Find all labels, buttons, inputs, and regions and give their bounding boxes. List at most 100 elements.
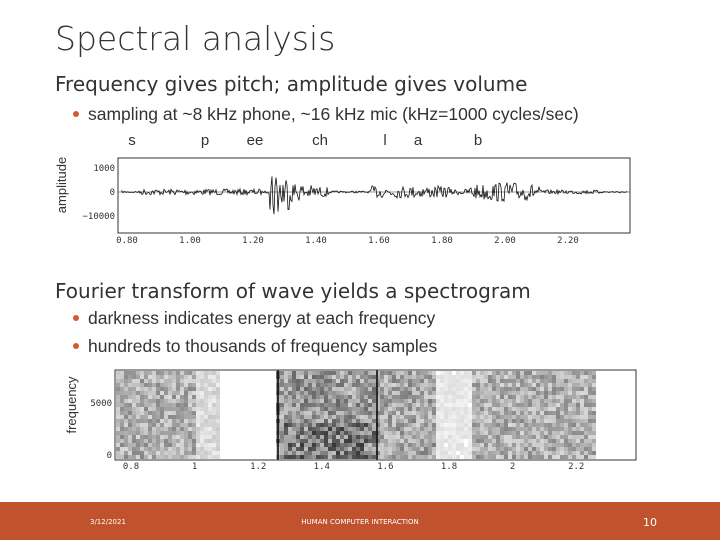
spectrogram-cell bbox=[436, 391, 440, 395]
spectrogram-cell bbox=[328, 415, 332, 419]
spectrogram-cell bbox=[128, 383, 132, 387]
spectrogram-cell bbox=[584, 439, 588, 443]
spectrogram-cell bbox=[180, 403, 184, 407]
spectrogram-cell bbox=[308, 415, 312, 419]
spectrogram-cell bbox=[140, 411, 144, 415]
spectrogram-cell bbox=[364, 455, 368, 459]
spectrogram-cell bbox=[584, 379, 588, 383]
spectrogram-cell bbox=[124, 403, 128, 407]
spectrogram-cell bbox=[404, 403, 408, 407]
spectrogram-cell bbox=[440, 403, 444, 407]
spectrogram-cell bbox=[392, 407, 396, 411]
spectrogram-cell bbox=[304, 447, 308, 451]
spectrogram-cell bbox=[288, 427, 292, 431]
spectrogram-cell bbox=[368, 391, 372, 395]
spectrogram-cell bbox=[432, 407, 436, 411]
spectrogram-cell bbox=[136, 435, 140, 439]
spectrogram-cell bbox=[580, 427, 584, 431]
spectrogram-cell bbox=[548, 451, 552, 455]
spectrogram-cell bbox=[432, 395, 436, 399]
spectrogram-cell bbox=[472, 375, 476, 379]
spectrogram-cell bbox=[452, 427, 456, 431]
spectrogram-cell bbox=[544, 383, 548, 387]
spectrogram-cell bbox=[428, 411, 432, 415]
spectrogram-cell bbox=[144, 455, 148, 459]
spectrogram-cell bbox=[324, 395, 328, 399]
spectrogram-cell bbox=[496, 423, 500, 427]
spectrogram-cell bbox=[436, 383, 440, 387]
spectrogram-cell bbox=[284, 423, 288, 427]
spectrogram-cell bbox=[448, 395, 452, 399]
phoneme-label: l bbox=[383, 132, 386, 149]
spectrogram-cell bbox=[336, 415, 340, 419]
spectrogram-cell bbox=[212, 427, 216, 431]
spectrogram-cell bbox=[468, 455, 472, 459]
spectrogram-cell bbox=[288, 387, 292, 391]
spectrogram-cell bbox=[324, 407, 328, 411]
spectrogram-cell bbox=[404, 439, 408, 443]
x-tick-label: 1.8 bbox=[441, 462, 457, 472]
spectrogram-cell bbox=[524, 399, 528, 403]
spectrogram-cell bbox=[468, 431, 472, 435]
spectrogram-cell bbox=[584, 387, 588, 391]
spectrogram-cell bbox=[460, 371, 464, 375]
spectrogram-cell bbox=[504, 407, 508, 411]
spectrogram-cell bbox=[172, 383, 176, 387]
spectrogram-cell bbox=[500, 419, 504, 423]
spectrogram-cell bbox=[164, 447, 168, 451]
spectrogram-cell bbox=[572, 379, 576, 383]
y-axis-label: amplitude bbox=[54, 157, 69, 213]
spectrogram-cell bbox=[540, 407, 544, 411]
spectrogram-cell bbox=[576, 415, 580, 419]
spectrogram-cell bbox=[576, 427, 580, 431]
spectrogram-cell bbox=[280, 399, 284, 403]
spectrogram-cell bbox=[556, 415, 560, 419]
spectrogram-cell bbox=[468, 451, 472, 455]
spectrogram-cell bbox=[412, 399, 416, 403]
spectrogram-cell bbox=[416, 375, 420, 379]
spectrogram-cell bbox=[548, 455, 552, 459]
spectrogram-cell bbox=[372, 391, 376, 395]
spectrogram-cell bbox=[496, 427, 500, 431]
spectrogram-cell bbox=[332, 379, 336, 383]
spectrogram-cell bbox=[532, 427, 536, 431]
spectrogram-cell bbox=[564, 407, 568, 411]
spectrogram-cell bbox=[128, 387, 132, 391]
spectrogram-cell bbox=[400, 379, 404, 383]
spectrogram-cell bbox=[124, 439, 128, 443]
spectrogram-cell bbox=[452, 447, 456, 451]
spectrogram-cell bbox=[344, 423, 348, 427]
spectrogram-cell bbox=[544, 375, 548, 379]
spectrogram-cell bbox=[124, 411, 128, 415]
spectrogram-cell bbox=[424, 435, 428, 439]
spectrogram-cell bbox=[336, 411, 340, 415]
spectrogram-cell bbox=[216, 379, 220, 383]
spectrogram-cell bbox=[592, 419, 596, 423]
spectrogram-cell bbox=[524, 431, 528, 435]
spectrogram-cell bbox=[400, 411, 404, 415]
spectrogram-cell bbox=[504, 443, 508, 447]
spectrogram-cell bbox=[172, 371, 176, 375]
spectrogram-cell bbox=[452, 431, 456, 435]
spectrogram-cell bbox=[480, 387, 484, 391]
spectrogram-cell bbox=[568, 431, 572, 435]
spectrogram-cell bbox=[328, 391, 332, 395]
spectrogram-cell bbox=[192, 431, 196, 435]
spectrogram-cell bbox=[328, 387, 332, 391]
spectrogram-cell bbox=[420, 443, 424, 447]
spectrogram-cell bbox=[392, 379, 396, 383]
spectrogram-cell bbox=[536, 423, 540, 427]
spectrogram-cell bbox=[184, 395, 188, 399]
spectrogram-cell bbox=[500, 431, 504, 435]
spectrogram-cell bbox=[500, 379, 504, 383]
spectrogram-cell bbox=[484, 431, 488, 435]
spectrogram-cell bbox=[528, 383, 532, 387]
spectrogram-cell bbox=[148, 451, 152, 455]
spectrogram-cell bbox=[280, 447, 284, 451]
spectrogram-cell bbox=[348, 411, 352, 415]
spectrogram-cell bbox=[492, 439, 496, 443]
spectrogram-cell bbox=[500, 371, 504, 375]
spectrogram-cell bbox=[584, 407, 588, 411]
spectrogram-cell bbox=[444, 391, 448, 395]
spectrogram-cell bbox=[292, 411, 296, 415]
